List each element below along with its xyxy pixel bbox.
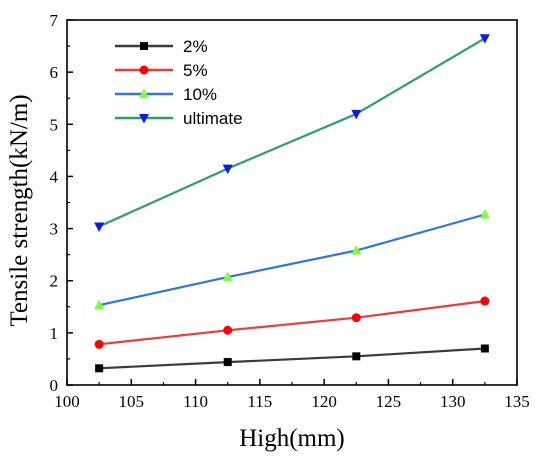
x-tick-label-0: 100 xyxy=(54,392,80,411)
series-lines-layer xyxy=(98,37,486,370)
data-point-s3-p3 xyxy=(479,34,490,44)
data-point-s3-p0 xyxy=(94,222,105,232)
y-tick-label-0: 0 xyxy=(50,376,59,395)
data-point-s2-p1 xyxy=(222,271,233,282)
legend-marker-1 xyxy=(139,65,149,75)
x-tick-label-3: 115 xyxy=(247,392,272,411)
legend-label-3: ultimate xyxy=(183,109,243,128)
series-markers-layer xyxy=(94,34,490,373)
x-tick-label-5: 125 xyxy=(376,392,402,411)
legend-marker-0 xyxy=(140,42,148,50)
y-tick-label-6: 6 xyxy=(50,63,59,82)
series-line-0 xyxy=(99,347,485,370)
y-tick-label-7: 7 xyxy=(50,11,59,30)
data-point-s2-p2 xyxy=(351,244,362,255)
legend: 2% 5% 10% ultimate xyxy=(115,37,243,128)
x-tick-label-2: 110 xyxy=(183,392,208,411)
data-point-s2-p0 xyxy=(94,299,105,310)
data-point-s0-p1 xyxy=(223,358,232,367)
y-tick-label-5: 5 xyxy=(50,115,59,134)
x-tick-label-7: 135 xyxy=(504,392,530,411)
x-tick-label-4: 120 xyxy=(311,392,337,411)
legend-label-2: 10% xyxy=(183,85,217,104)
x-tick-label-6: 130 xyxy=(440,392,466,411)
data-point-s3-p2 xyxy=(351,109,362,120)
y-tick-label-3: 3 xyxy=(50,220,59,239)
data-point-s1-p3 xyxy=(480,296,490,306)
y-tick-label-4: 4 xyxy=(50,167,59,186)
data-point-s2-p3 xyxy=(479,208,490,219)
legend-label-1: 5% xyxy=(183,61,208,80)
y-tick-label-2: 2 xyxy=(50,272,59,291)
data-point-s0-p0 xyxy=(95,364,104,373)
x-tick-label-1: 105 xyxy=(119,392,145,411)
y-tick-label-1: 1 xyxy=(50,324,59,343)
legend-label-0: 2% xyxy=(183,37,208,56)
series-line-2 xyxy=(98,213,486,307)
series-line-1 xyxy=(98,300,486,346)
data-point-s1-p2 xyxy=(351,313,361,323)
data-point-s1-p0 xyxy=(94,339,104,349)
x-axis-label: High(mm) xyxy=(239,425,345,452)
legend-marker-3 xyxy=(139,114,149,124)
plot-frame xyxy=(66,19,518,386)
series-line-3 xyxy=(98,37,486,228)
data-point-s0-p2 xyxy=(352,352,361,361)
legend-marker-2 xyxy=(139,88,149,98)
axes-layer: 100 105 110 115 120 125 130 135 0 1 2 3 4 5 6 7 xyxy=(50,11,530,411)
data-point-s0-p3 xyxy=(480,344,489,353)
y-axis-label: Tensile strength(kN/m) xyxy=(6,94,33,326)
data-point-s3-p1 xyxy=(222,164,233,175)
data-point-s1-p1 xyxy=(223,325,233,335)
